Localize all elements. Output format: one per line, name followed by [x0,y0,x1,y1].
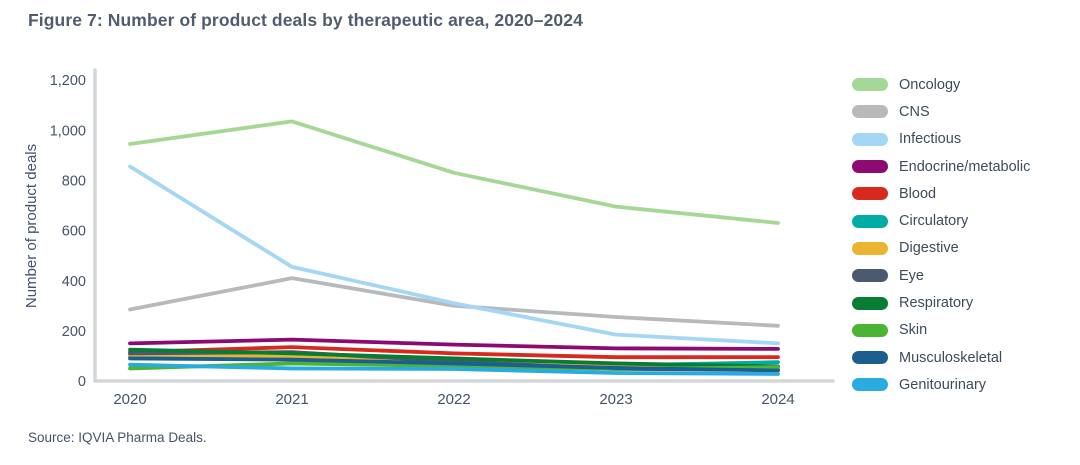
legend-label: Genitourinary [899,376,987,393]
y-tick-label: 1,200 [50,73,86,89]
line-oncology [128,119,780,225]
y-tick-label: 1,000 [50,123,86,139]
x-tick-label: 2022 [437,391,470,408]
legend-item-digestive: Digestive [852,235,1030,262]
legend-item-endocrine-metabolic: Endocrine/metabolic [852,153,1030,180]
y-tick-label: 400 [62,274,86,290]
legend-label: Eye [899,267,924,284]
x-tick-label: 2021 [275,391,308,408]
y-axis-title: Number of product deals [23,144,40,308]
legend-swatch-genitourinary [852,378,888,392]
line-musculoskeletal [128,356,780,373]
y-tick-label: 600 [62,224,86,240]
legend-label: Blood [899,185,937,202]
legend-item-circulatory: Circulatory [852,207,1030,234]
axis-lines [93,68,835,383]
legend-swatch-eye [852,269,888,283]
series-lines [128,119,780,376]
legend-swatch-respiratory [852,296,888,310]
line-blood [128,345,780,360]
legend-item-respiratory: Respiratory [852,289,1030,316]
legend-label: CNS [899,103,930,120]
legend-swatch-oncology [852,78,888,92]
line-respiratory [128,347,780,369]
x-tick-label: 2020 [113,391,146,408]
legend-label: Circulatory [899,213,969,230]
legend-item-cns: CNS [852,98,1030,125]
line-chart: Number of product deals 0 200 400 600 800 1,0… [23,68,835,408]
x-tick-label: 2023 [599,391,632,408]
legend-item-infectious: Infectious [852,126,1030,153]
line-cns [128,276,780,328]
legend-swatch-cns [852,105,888,119]
line-genitourinary [128,362,780,376]
source-note: Source: IQVIA Pharma Deals. [28,430,207,445]
legend-item-musculoskeletal: Musculoskeletal [852,344,1030,371]
legend-swatch-endocrine-metabolic [852,160,888,174]
legend-item-eye: Eye [852,262,1030,289]
legend-swatch-infectious [852,132,888,146]
legend-label: Musculoskeletal [899,349,1003,366]
x-tick-label: 2024 [761,391,794,408]
y-tick-label: 200 [62,324,86,340]
y-tick-labels: 0 200 400 600 800 1,000 1,200 [50,73,86,390]
legend-swatch-skin [852,323,888,337]
y-tick-label: 0 [78,374,86,390]
legend-swatch-musculoskeletal [852,351,888,365]
legend-swatch-digestive [852,241,888,255]
legend-item-oncology: Oncology [852,71,1030,98]
legend-label: Oncology [899,76,961,93]
legend-label: Respiratory [899,295,974,312]
chart-legend: Oncology CNS Infectious Endocrine/metabolic… [852,71,1030,399]
legend-item-blood: Blood [852,180,1030,207]
x-tick-labels: 2020 2021 2022 2023 2024 [113,391,794,408]
legend-swatch-circulatory [852,214,888,228]
legend-label: Skin [899,322,928,339]
line-endocrine-metabolic [128,337,780,351]
legend-item-genitourinary: Genitourinary [852,371,1030,398]
legend-swatch-blood [852,187,888,201]
legend-label: Digestive [899,240,959,257]
figure-title: Figure 7: Number of product deals by the… [28,10,583,30]
legend-item-skin: Skin [852,317,1030,344]
legend-label: Infectious [899,131,962,148]
legend-label: Endocrine/metabolic [899,158,1031,175]
y-tick-label: 800 [62,174,86,190]
line-infectious [128,164,780,346]
